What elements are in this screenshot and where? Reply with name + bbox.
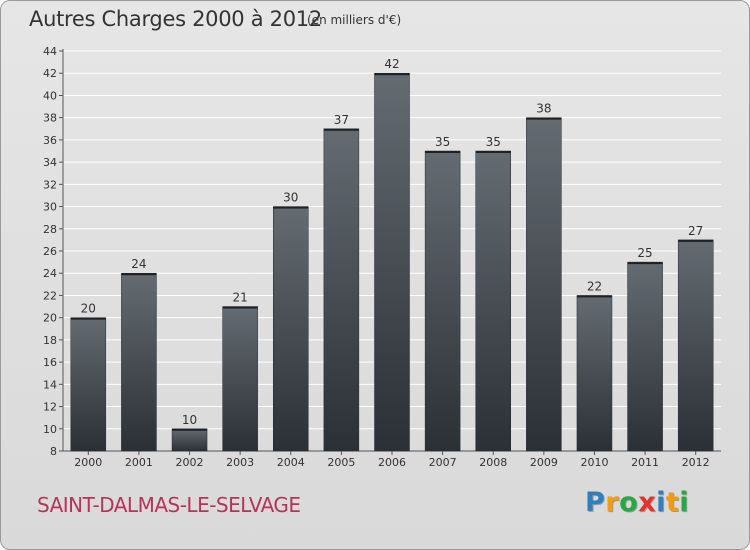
data-label: 42 <box>384 57 399 71</box>
bar-top-edge <box>121 273 157 276</box>
y-tick-label: 38 <box>43 112 57 125</box>
bar <box>171 428 208 452</box>
data-label: 21 <box>233 291 248 305</box>
x-tick-label: 2005 <box>327 456 355 469</box>
chart-title: Autres Charges 2000 à 2012 <box>29 7 322 31</box>
y-tick-label: 34 <box>43 156 57 169</box>
bar-top-edge <box>526 117 562 120</box>
data-label: 38 <box>536 102 551 116</box>
bar <box>627 261 663 452</box>
y-tick-label: 10 <box>43 423 57 436</box>
x-tick-label: 2011 <box>631 456 659 469</box>
data-label: 22 <box>587 279 602 293</box>
x-tick-label: 2008 <box>479 456 507 469</box>
bar <box>475 150 511 452</box>
x-tick-label: 2010 <box>580 456 608 469</box>
bar <box>121 272 157 452</box>
x-tick-label: 2002 <box>176 456 204 469</box>
y-tick-label: 32 <box>43 178 57 191</box>
y-tick-label: 44 <box>43 45 57 58</box>
data-label: 10 <box>182 413 197 427</box>
x-tick-label: 2009 <box>530 456 558 469</box>
y-tick-label: 12 <box>43 401 57 414</box>
y-tick-label: 8 <box>50 445 57 458</box>
bar-top-edge <box>627 262 663 265</box>
logo-letter: o <box>619 487 639 518</box>
logo-letter: t <box>665 487 680 518</box>
x-tick-label: 2004 <box>277 456 305 469</box>
y-tick-label: 40 <box>43 89 57 102</box>
bar-top-edge <box>678 239 714 242</box>
x-tick-label: 2007 <box>429 456 457 469</box>
chart-subtitle: (en milliers d'€) <box>307 13 402 27</box>
data-label: 20 <box>81 302 96 316</box>
y-tick-label: 22 <box>43 289 57 302</box>
bar-top-edge <box>273 206 309 209</box>
logo-letter: P <box>585 487 606 518</box>
bar <box>323 128 360 452</box>
bar-top-edge <box>374 73 410 76</box>
bar <box>677 239 714 452</box>
y-tick-label: 16 <box>43 356 57 369</box>
bar <box>70 317 107 452</box>
y-tick-label: 26 <box>43 245 57 258</box>
data-label: 30 <box>283 191 298 205</box>
bar-top-edge <box>323 128 359 131</box>
data-label: 35 <box>435 135 450 149</box>
data-label: 25 <box>637 246 652 260</box>
bar <box>222 306 258 452</box>
y-tick-label: 36 <box>43 134 57 147</box>
logo-letter: i <box>679 487 690 518</box>
x-tick-label: 2006 <box>378 456 406 469</box>
x-tick-label: 2001 <box>125 456 153 469</box>
y-tick-label: 20 <box>43 312 57 325</box>
data-label: 24 <box>131 257 146 271</box>
data-label: 37 <box>334 113 349 127</box>
bar <box>424 150 461 452</box>
bar-top-edge <box>172 428 208 431</box>
y-tick-label: 30 <box>43 201 57 214</box>
bar-top-edge <box>222 306 258 309</box>
commune-name: SAINT-DALMAS-LE-SELVAGE <box>37 493 301 517</box>
data-label: 27 <box>688 224 703 238</box>
data-label: 35 <box>486 135 501 149</box>
bar-top-edge <box>70 317 106 320</box>
bar <box>576 295 613 452</box>
y-tick-label: 14 <box>43 378 57 391</box>
logo-letter: x <box>638 487 657 518</box>
bar-top-edge <box>425 151 461 153</box>
bar-top-edge <box>475 151 511 153</box>
bar <box>374 72 410 452</box>
bar-top-edge <box>576 295 612 298</box>
y-tick-label: 18 <box>43 334 57 347</box>
x-tick-label: 2000 <box>74 456 102 469</box>
logo-letter: i <box>656 487 666 518</box>
bar <box>526 117 562 452</box>
bar <box>273 206 309 452</box>
y-tick-label: 28 <box>43 223 57 236</box>
logo-letter: r <box>605 487 620 518</box>
proxiti-logo: Proxiti <box>585 487 689 518</box>
y-tick-label: 24 <box>43 267 57 280</box>
x-tick-label: 2012 <box>682 456 710 469</box>
y-tick-label: 42 <box>43 67 57 80</box>
x-tick-label: 2003 <box>226 456 254 469</box>
